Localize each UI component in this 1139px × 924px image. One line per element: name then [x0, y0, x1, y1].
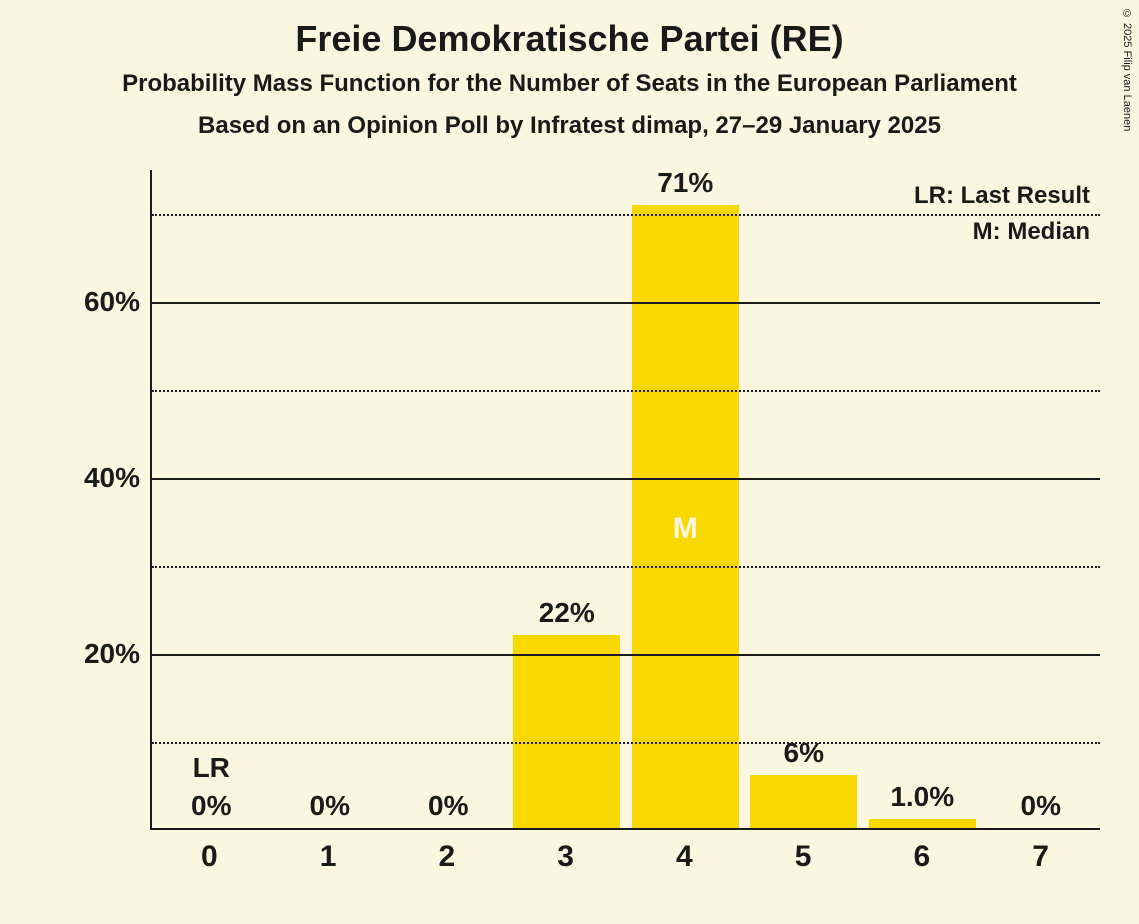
- bar: 22%: [513, 635, 620, 828]
- median-marker: M: [673, 512, 698, 546]
- chart-area: LR: Last Result M: Median 0%LR0%0%22%71%…: [80, 170, 1100, 870]
- y-tick-label: 60%: [84, 286, 140, 318]
- bar: 1.0%: [869, 819, 976, 828]
- y-tick-label: 40%: [84, 462, 140, 494]
- y-tick-label: 20%: [84, 638, 140, 670]
- copyright-text: © 2025 Filip van Laenen: [1121, 8, 1133, 131]
- bar-slot: 0% LR: [152, 170, 271, 828]
- gridline-minor: [152, 566, 1100, 568]
- bar-value-label: 71%: [657, 167, 713, 199]
- bar-value-label: 0%: [428, 790, 468, 822]
- bar-slot: 0%: [389, 170, 508, 828]
- x-tick-label: 4: [625, 840, 744, 874]
- gridline-minor: [152, 214, 1100, 216]
- x-axis-ticks: 01234567: [150, 840, 1100, 874]
- chart-subtitle: Probability Mass Function for the Number…: [0, 70, 1139, 98]
- gridline-major: [152, 654, 1100, 656]
- plot-area: LR: Last Result M: Median 0%LR0%0%22%71%…: [150, 170, 1100, 830]
- gridline-minor: [152, 742, 1100, 744]
- x-tick-label: 5: [744, 840, 863, 874]
- bar-slot: 22%: [508, 170, 627, 828]
- x-tick-label: 2: [388, 840, 507, 874]
- x-tick-label: 7: [981, 840, 1100, 874]
- gridline-minor: [152, 390, 1100, 392]
- bar-value-label: 0%: [1021, 790, 1061, 822]
- bar-slot: 71% M: [626, 170, 745, 828]
- bar-slot: 1.0%: [863, 170, 982, 828]
- bar: 71%M: [632, 205, 739, 828]
- bar-value-label: 1.0%: [890, 781, 954, 813]
- bar-slot: 0%: [271, 170, 390, 828]
- x-tick-label: 1: [269, 840, 388, 874]
- bar-value-label: 22%: [539, 597, 595, 629]
- bar: 6%: [750, 775, 857, 828]
- x-tick-label: 3: [506, 840, 625, 874]
- chart-title: Freie Demokratische Partei (RE): [0, 0, 1139, 60]
- lr-marker: LR: [193, 752, 230, 784]
- bar-slot: 0%: [982, 170, 1101, 828]
- gridline-major: [152, 302, 1100, 304]
- x-tick-label: 0: [150, 840, 269, 874]
- bar-slot: 6%: [745, 170, 864, 828]
- bar-value-label: 0%: [191, 790, 231, 822]
- x-tick-label: 6: [863, 840, 982, 874]
- bars-container: 0%LR0%0%22%71%M6%1.0%0%: [152, 170, 1100, 828]
- chart-subtitle-2: Based on an Opinion Poll by Infratest di…: [0, 112, 1139, 140]
- bar-value-label: 0%: [310, 790, 350, 822]
- gridline-major: [152, 478, 1100, 480]
